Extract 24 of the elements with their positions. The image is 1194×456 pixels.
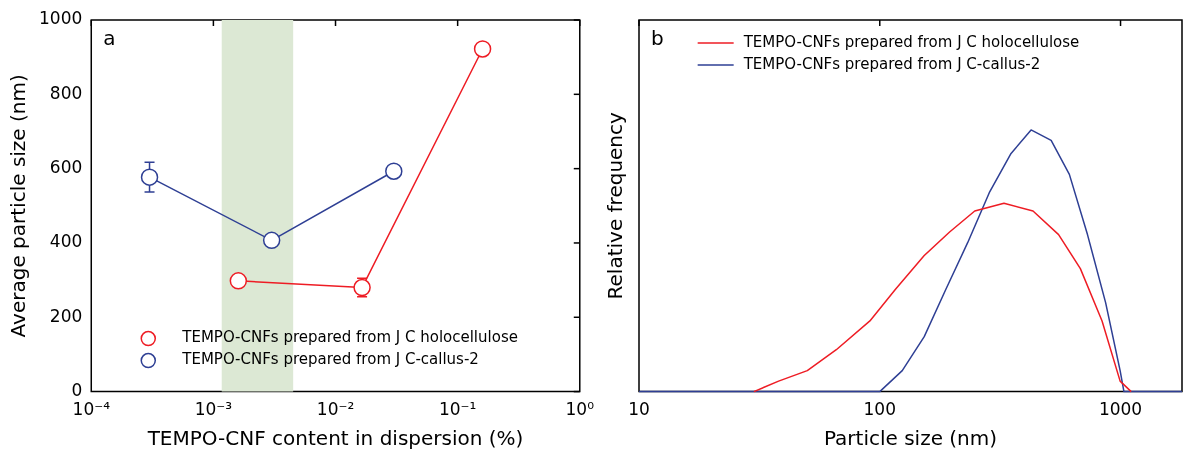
y-axis-title: Average particle size (nm) <box>6 74 31 338</box>
x-tick-label: 1000 <box>1098 399 1143 420</box>
legend-label: TEMPO-CNFs prepared from J C holocellulose <box>181 328 518 347</box>
x-tick-label: 10⁻⁴ <box>72 399 111 420</box>
x-tick-label: 10⁻¹ <box>438 399 477 420</box>
x-axis-title: TEMPO-CNF content in dispersion (%) <box>146 426 524 451</box>
y-tick-label: 200 <box>49 305 83 326</box>
x-tick-label: 10 <box>628 399 650 420</box>
x-axis-title: Particle size (nm) <box>823 426 998 451</box>
y-tick-label: 0 <box>71 380 83 401</box>
x-tick-label: 10⁰ <box>565 399 595 420</box>
legend-label: TEMPO-CNFs prepared from J C holocellulose <box>742 32 1080 51</box>
y-axis-title: Relative frequency <box>603 111 628 300</box>
x-tick-label: 10⁻² <box>316 399 355 420</box>
x-tick-label: 100 <box>863 399 896 420</box>
annotation: a <box>103 26 116 51</box>
legend-label: TEMPO-CNFs prepared from J C-callus-2 <box>181 350 479 369</box>
y-tick-label: 800 <box>49 82 83 103</box>
text: b <box>651 26 664 51</box>
legend-label: TEMPO-CNFs prepared from J C-callus-2 <box>742 54 1041 73</box>
y-tick-label: 600 <box>49 157 83 178</box>
y-tick-label: 1000 <box>39 8 83 29</box>
x-tick-label: 10⁻³ <box>194 399 233 420</box>
y-tick-label: 400 <box>49 231 83 252</box>
